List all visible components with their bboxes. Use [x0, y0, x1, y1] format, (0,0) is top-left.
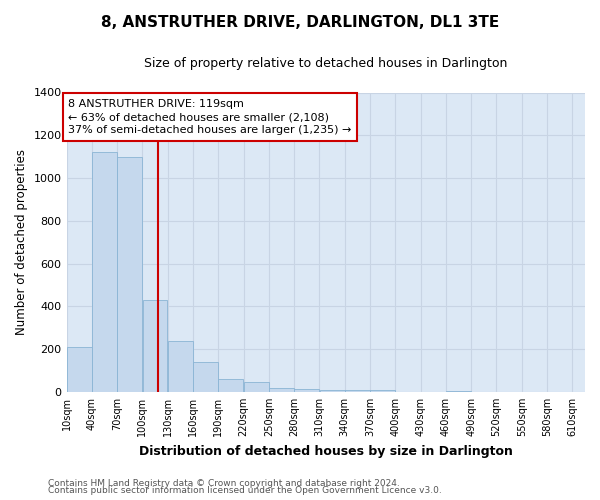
Bar — [446, 391, 471, 392]
Text: Contains public sector information licensed under the Open Government Licence v3: Contains public sector information licen… — [48, 486, 442, 495]
Bar — [67, 347, 92, 392]
Bar — [118, 156, 142, 392]
Title: Size of property relative to detached houses in Darlington: Size of property relative to detached ho… — [144, 58, 508, 70]
Bar — [244, 382, 269, 392]
Bar — [320, 390, 344, 392]
Bar — [143, 300, 167, 392]
Y-axis label: Number of detached properties: Number of detached properties — [15, 149, 28, 335]
Bar — [295, 388, 319, 392]
Bar — [92, 152, 117, 392]
Bar — [218, 379, 244, 392]
Text: 8, ANSTRUTHER DRIVE, DARLINGTON, DL1 3TE: 8, ANSTRUTHER DRIVE, DARLINGTON, DL1 3TE — [101, 15, 499, 30]
Text: Contains HM Land Registry data © Crown copyright and database right 2024.: Contains HM Land Registry data © Crown c… — [48, 478, 400, 488]
Bar — [269, 388, 294, 392]
X-axis label: Distribution of detached houses by size in Darlington: Distribution of detached houses by size … — [139, 444, 513, 458]
Bar — [345, 390, 370, 392]
Bar — [193, 362, 218, 392]
Text: 8 ANSTRUTHER DRIVE: 119sqm
← 63% of detached houses are smaller (2,108)
37% of s: 8 ANSTRUTHER DRIVE: 119sqm ← 63% of deta… — [68, 99, 352, 136]
Bar — [370, 390, 395, 392]
Bar — [168, 340, 193, 392]
